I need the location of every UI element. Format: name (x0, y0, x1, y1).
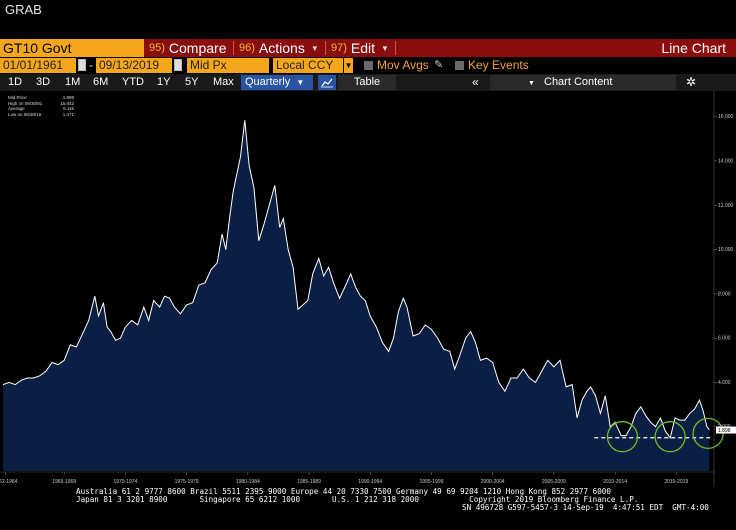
legend-value: 15.842 (60, 100, 74, 106)
legend-label: Low on 06/30/16 (8, 111, 42, 117)
pencil-icon[interactable]: ✎ (434, 59, 444, 71)
range-1m[interactable]: 1M (65, 76, 81, 88)
footer-session: SN 496728 G597-5457-3 14-Sep-19 4:47:51 … (462, 503, 709, 512)
y-tick-label: 4.000 (718, 380, 731, 386)
end-date-field[interactable]: 09/13/2019 (96, 58, 172, 73)
x-tick-label: 2005-2009 (542, 479, 566, 485)
menu-separator (325, 41, 326, 55)
range-3d[interactable]: 3D (36, 76, 51, 88)
y-tick-label: 6.000 (718, 336, 731, 342)
legend-label: Average (8, 106, 25, 111)
y-axis: 2.0004.0006.0008.00010.00012.00014.00016… (714, 114, 734, 430)
gear-icon[interactable]: ✲ (686, 75, 697, 89)
key-events-label: Key Events (468, 58, 529, 72)
x-tick-label: 1985-1989 (297, 479, 321, 485)
ticker-field[interactable]: GT10 Govt (0, 39, 144, 57)
menu-separator (395, 41, 396, 55)
y-tick-label: 14.000 (718, 159, 734, 165)
chart-view-button[interactable] (318, 75, 336, 90)
footer-contacts-1: Australia 61 2 9777 8600 Brazil 5511 239… (76, 487, 611, 496)
range-1d[interactable]: 1D (8, 76, 23, 88)
range-1y[interactable]: 1Y (157, 76, 171, 88)
price-line (2, 120, 710, 439)
x-tick-label: 1995-1999 (419, 479, 443, 485)
date-range-dash: - (89, 58, 93, 72)
x-tick-label: 1975-1979 (175, 479, 199, 485)
last-value-label: 1.898 (718, 428, 731, 434)
last-value-marker: 1.898 (716, 426, 736, 434)
legend-label: High on 09/30/81 (8, 100, 43, 106)
x-tick-label: 2015-2019 (664, 479, 688, 485)
price-field-select[interactable]: Mid Px (187, 58, 269, 73)
edit-menu[interactable]: 97) Edit ▼ (331, 39, 389, 57)
menu-separator (233, 41, 234, 55)
range-ytd[interactable]: YTD (122, 76, 144, 88)
price-chart[interactable]: 2.0004.0006.0008.00010.00012.00014.00016… (0, 91, 736, 486)
mov-avgs-checkbox[interactable] (364, 61, 373, 70)
legend-value: 1.898 (62, 95, 74, 100)
calendar-icon[interactable] (78, 59, 86, 71)
x-axis: 1962-1964 1965-1969 1970-1974 1975-1979 1980… (0, 471, 714, 485)
legend-row: Low on 06/30/16 1.471 (8, 112, 74, 118)
legend-label: Mid Price (8, 95, 27, 100)
y-tick-label: 10.000 (718, 247, 734, 253)
table-button[interactable]: Table (338, 75, 396, 90)
edit-menu-label: Edit (350, 40, 376, 56)
actions-menu[interactable]: 96) Actions ▼ (239, 39, 319, 57)
footer-contacts-2: Japan 81 3 3201 8900 Singapore 65 6212 1… (76, 495, 639, 504)
window-title: GRAB (5, 2, 42, 17)
legend-row: High on 09/30/81 15.842 (8, 101, 74, 107)
settings-bar: 01/01/1961 - 09/13/2019 Mid Px Local CCY… (0, 57, 736, 74)
low-circle-marker (606, 421, 639, 453)
price-area (3, 120, 710, 472)
caret-down-icon: ▼ (310, 43, 319, 53)
y-tick-label: 8.000 (718, 291, 731, 297)
y-tick-label: 16.000 (718, 114, 734, 120)
chart-type-label[interactable]: Line Chart (661, 40, 726, 56)
x-tick-label: 1980-1984 (236, 479, 260, 485)
y-tick-label: 12.000 (718, 203, 734, 209)
chart-legend: Mid Price 1.898 High on 09/30/81 15.842 Av… (8, 95, 74, 117)
x-tick-label: 1970-1974 (113, 479, 137, 485)
x-tick-label: 1962-1964 (0, 479, 18, 485)
currency-select[interactable]: Local CCY (273, 58, 343, 73)
start-date-field[interactable]: 01/01/1961 (0, 58, 76, 73)
compare-menu-label: Compare (168, 40, 227, 56)
legend-row: Average 6.116 (8, 106, 74, 112)
caret-down-icon: ▼ (528, 80, 535, 87)
x-tick-label: 2000-2004 (481, 479, 505, 485)
last-value-box (716, 426, 736, 434)
chart-content-label: Chart Content (544, 76, 613, 88)
legend-value: 6.116 (63, 106, 74, 111)
x-tick-label: 2010-2014 (603, 479, 627, 485)
actions-menu-number: 96) (239, 42, 255, 54)
range-5y[interactable]: 5Y (185, 76, 199, 88)
mov-avgs-label: Mov Avgs (377, 58, 429, 72)
x-tick-label: 1990-1994 (358, 479, 382, 485)
periodicity-select[interactable]: Quarterly ▼ (241, 75, 313, 90)
range-6m[interactable]: 6M (93, 76, 109, 88)
legend-value: 1.471 (62, 111, 74, 117)
chart-content-button[interactable]: ▼ Chart Content (490, 75, 676, 90)
key-events-checkbox[interactable] (455, 61, 464, 70)
legend-row: Mid Price 1.898 (8, 95, 74, 101)
edit-menu-number: 97) (331, 42, 347, 54)
line-chart-icon (321, 78, 333, 88)
caret-down-icon: ▼ (381, 43, 389, 53)
low-circle-marker (654, 421, 686, 453)
collapse-icon[interactable]: « (472, 75, 479, 89)
function-bar: GT10 Govt 95) Compare 96) Actions ▼ 97) … (0, 39, 736, 57)
range-max[interactable]: Max (213, 76, 234, 88)
compare-menu-number: 95) (149, 42, 165, 54)
caret-down-icon: ▼ (296, 78, 305, 87)
calendar-icon[interactable] (174, 59, 182, 71)
chevron-down-icon[interactable]: ▼ (344, 58, 353, 73)
periodicity-label: Quarterly (245, 76, 291, 88)
x-tick-label: 1965-1969 (52, 479, 76, 485)
footer: Australia 61 2 9777 8600 Brazil 5511 239… (0, 486, 736, 530)
actions-menu-label: Actions (258, 40, 305, 56)
range-bar: 1D 3D 1M 6M YTD 1Y 5Y Max Quarterly ▼ Ta… (0, 74, 736, 91)
compare-menu[interactable]: 95) Compare (149, 39, 227, 57)
